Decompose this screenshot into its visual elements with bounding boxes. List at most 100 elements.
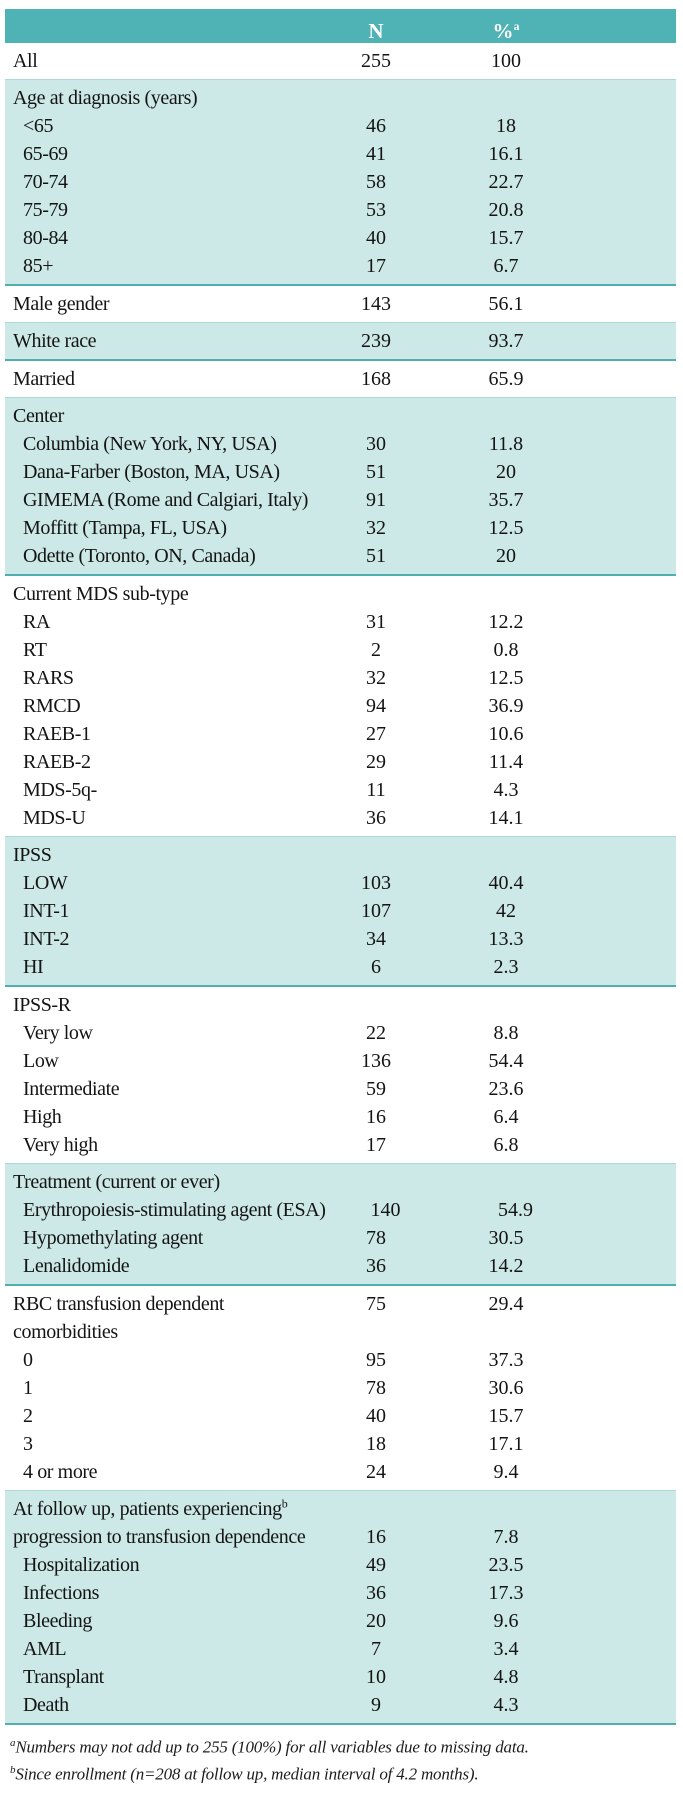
row-label: 1: [23, 1377, 33, 1399]
footnote-line: aNumbers may not add up to 255 (100%) fo…: [10, 1737, 529, 1757]
row-label: Infections: [23, 1582, 99, 1604]
table-section: Current MDS sub-type RA 31 12.2 RT 2 0.8 RARS 32…: [5, 576, 676, 836]
table-row: 65-69 41 16.1: [5, 140, 676, 168]
row-label: <65: [23, 115, 54, 137]
row-label: 80-84: [23, 227, 68, 249]
row-n-value: 91: [366, 489, 386, 511]
row-pct-value: 20.8: [488, 199, 524, 221]
row-pct-value: 6.4: [493, 1106, 519, 1128]
row-label: Low: [23, 1050, 59, 1072]
table-row: HI 6 2.3: [5, 953, 676, 981]
row-label: Erythropoiesis-stimulating agent (ESA): [23, 1199, 326, 1221]
table-row: RARS 32 12.5: [5, 664, 676, 692]
table-row: <65 46 18: [5, 112, 676, 140]
row-pct-value: 3.4: [493, 1638, 519, 1660]
row-label: RAEB-2: [23, 751, 91, 773]
table-row: Married 168 65.9: [5, 365, 676, 393]
table-row: INT-2 34 13.3: [5, 925, 676, 953]
table-row: RA 31 12.2: [5, 608, 676, 636]
table-row: Erythropoiesis-stimulating agent (ESA) 14…: [5, 1196, 676, 1224]
row-n-value: 30: [366, 433, 386, 455]
row-label: 70-74: [23, 171, 68, 193]
footnote-line: bSince enrollment (n=208 at follow up, m…: [10, 1763, 479, 1784]
row-label: RA: [23, 611, 50, 633]
table-row: Center: [5, 402, 676, 430]
table-row: MDS-5q- 11 4.3: [5, 776, 676, 804]
row-n-value: 32: [366, 667, 386, 689]
row-pct-value: 100: [491, 50, 521, 72]
table-row: Low 136 54.4: [5, 1047, 676, 1075]
row-n-value: 46: [366, 115, 386, 137]
row-pct-value: 10.6: [488, 723, 524, 745]
row-pct-value: 11.8: [488, 433, 524, 455]
row-n-value: 78: [366, 1227, 386, 1249]
row-pct-value: 30.6: [488, 1377, 524, 1399]
table-section: Male gender 143 56.1: [5, 286, 676, 322]
row-n-value: 103: [361, 872, 391, 894]
row-n-value: 2: [371, 639, 381, 661]
row-label: All: [13, 50, 38, 72]
pct-footnote-marker: a: [513, 19, 520, 33]
row-pct-value: 2.3: [493, 956, 519, 978]
row-pct-value: 23.5: [488, 1554, 524, 1576]
row-pct-value: 14.2: [488, 1255, 524, 1277]
row-n-value: 143: [361, 293, 391, 315]
row-n-value: 32: [366, 517, 386, 539]
row-n-value: 36: [366, 1255, 386, 1277]
row-n-value: 22: [366, 1022, 386, 1044]
row-n-value: 40: [366, 1405, 386, 1427]
table-row: RBC transfusion dependent 75 29.4: [5, 1290, 676, 1318]
table-section: IPSS LOW 103 40.4 INT-1 107 42 INT-2 34 13.3 HI 6 2.…: [5, 836, 676, 987]
row-pct-value: 29.4: [488, 1293, 524, 1315]
row-n-value: 78: [366, 1377, 386, 1399]
row-pct-value: 23.6: [488, 1078, 524, 1100]
row-n-value: 136: [361, 1050, 391, 1072]
table-row: Current MDS sub-type: [5, 580, 676, 608]
row-pct-value: 93.7: [488, 330, 524, 352]
row-n-value: 10: [366, 1666, 386, 1688]
row-label: RT: [23, 639, 47, 661]
row-pct-value: 11.4: [488, 751, 524, 773]
row-pct-value: 42: [496, 900, 516, 922]
row-pct-value: 13.3: [488, 928, 524, 950]
row-label: Death: [23, 1694, 69, 1716]
row-label: White race: [13, 330, 97, 352]
row-pct-value: 54.4: [488, 1050, 524, 1072]
table-header-row: N %a: [5, 9, 676, 43]
table-row: LOW 103 40.4: [5, 869, 676, 897]
row-label: Hospitalization: [23, 1554, 140, 1576]
table-row: 75-79 53 20.8: [5, 196, 676, 224]
row-pct-value: 12.2: [488, 611, 524, 633]
row-label: MDS-5q-: [23, 779, 97, 801]
row-pct-value: 17.1: [488, 1433, 524, 1455]
table-footnotes: aNumbers may not add up to 255 (100%) fo…: [5, 1725, 676, 1785]
row-pct-value: 12.5: [488, 667, 524, 689]
table-row: All 255 100: [5, 47, 676, 75]
column-header-n-label: N: [368, 19, 384, 43]
table-row: Intermediate 59 23.6: [5, 1075, 676, 1103]
row-n-value: 168: [361, 368, 391, 390]
footnote-marker: b: [10, 1763, 16, 1776]
table-row: At follow up, patients experiencingb: [5, 1495, 676, 1523]
row-label: 0: [23, 1349, 33, 1371]
row-pct-value: 22.7: [488, 171, 524, 193]
row-pct-value: 4.8: [493, 1666, 519, 1688]
row-n-value: 239: [361, 330, 391, 352]
row-label: comorbidities: [13, 1321, 118, 1343]
patient-characteristics-table: N %a All 255 100 Age at diagnosis (years) <6…: [5, 9, 676, 1785]
row-n-value: 107: [361, 900, 391, 922]
table-section: At follow up, patients experiencingb prog…: [5, 1490, 676, 1725]
row-pct-value: 20: [496, 461, 516, 483]
table-row: 2 40 15.7: [5, 1402, 676, 1430]
row-label: Center: [13, 405, 64, 427]
row-n-value: 29: [366, 751, 386, 773]
table-row: 3 18 17.1: [5, 1430, 676, 1458]
row-label: AML: [23, 1638, 67, 1660]
column-header-pct-label: %: [492, 19, 514, 43]
row-pct-value: 7.8: [493, 1526, 519, 1548]
row-n-value: 40: [366, 227, 386, 249]
row-label: Treatment (current or ever): [13, 1171, 220, 1193]
table-row: MDS-U 36 14.1: [5, 804, 676, 832]
row-label: 65-69: [23, 143, 68, 165]
row-label: Very high: [23, 1134, 98, 1156]
